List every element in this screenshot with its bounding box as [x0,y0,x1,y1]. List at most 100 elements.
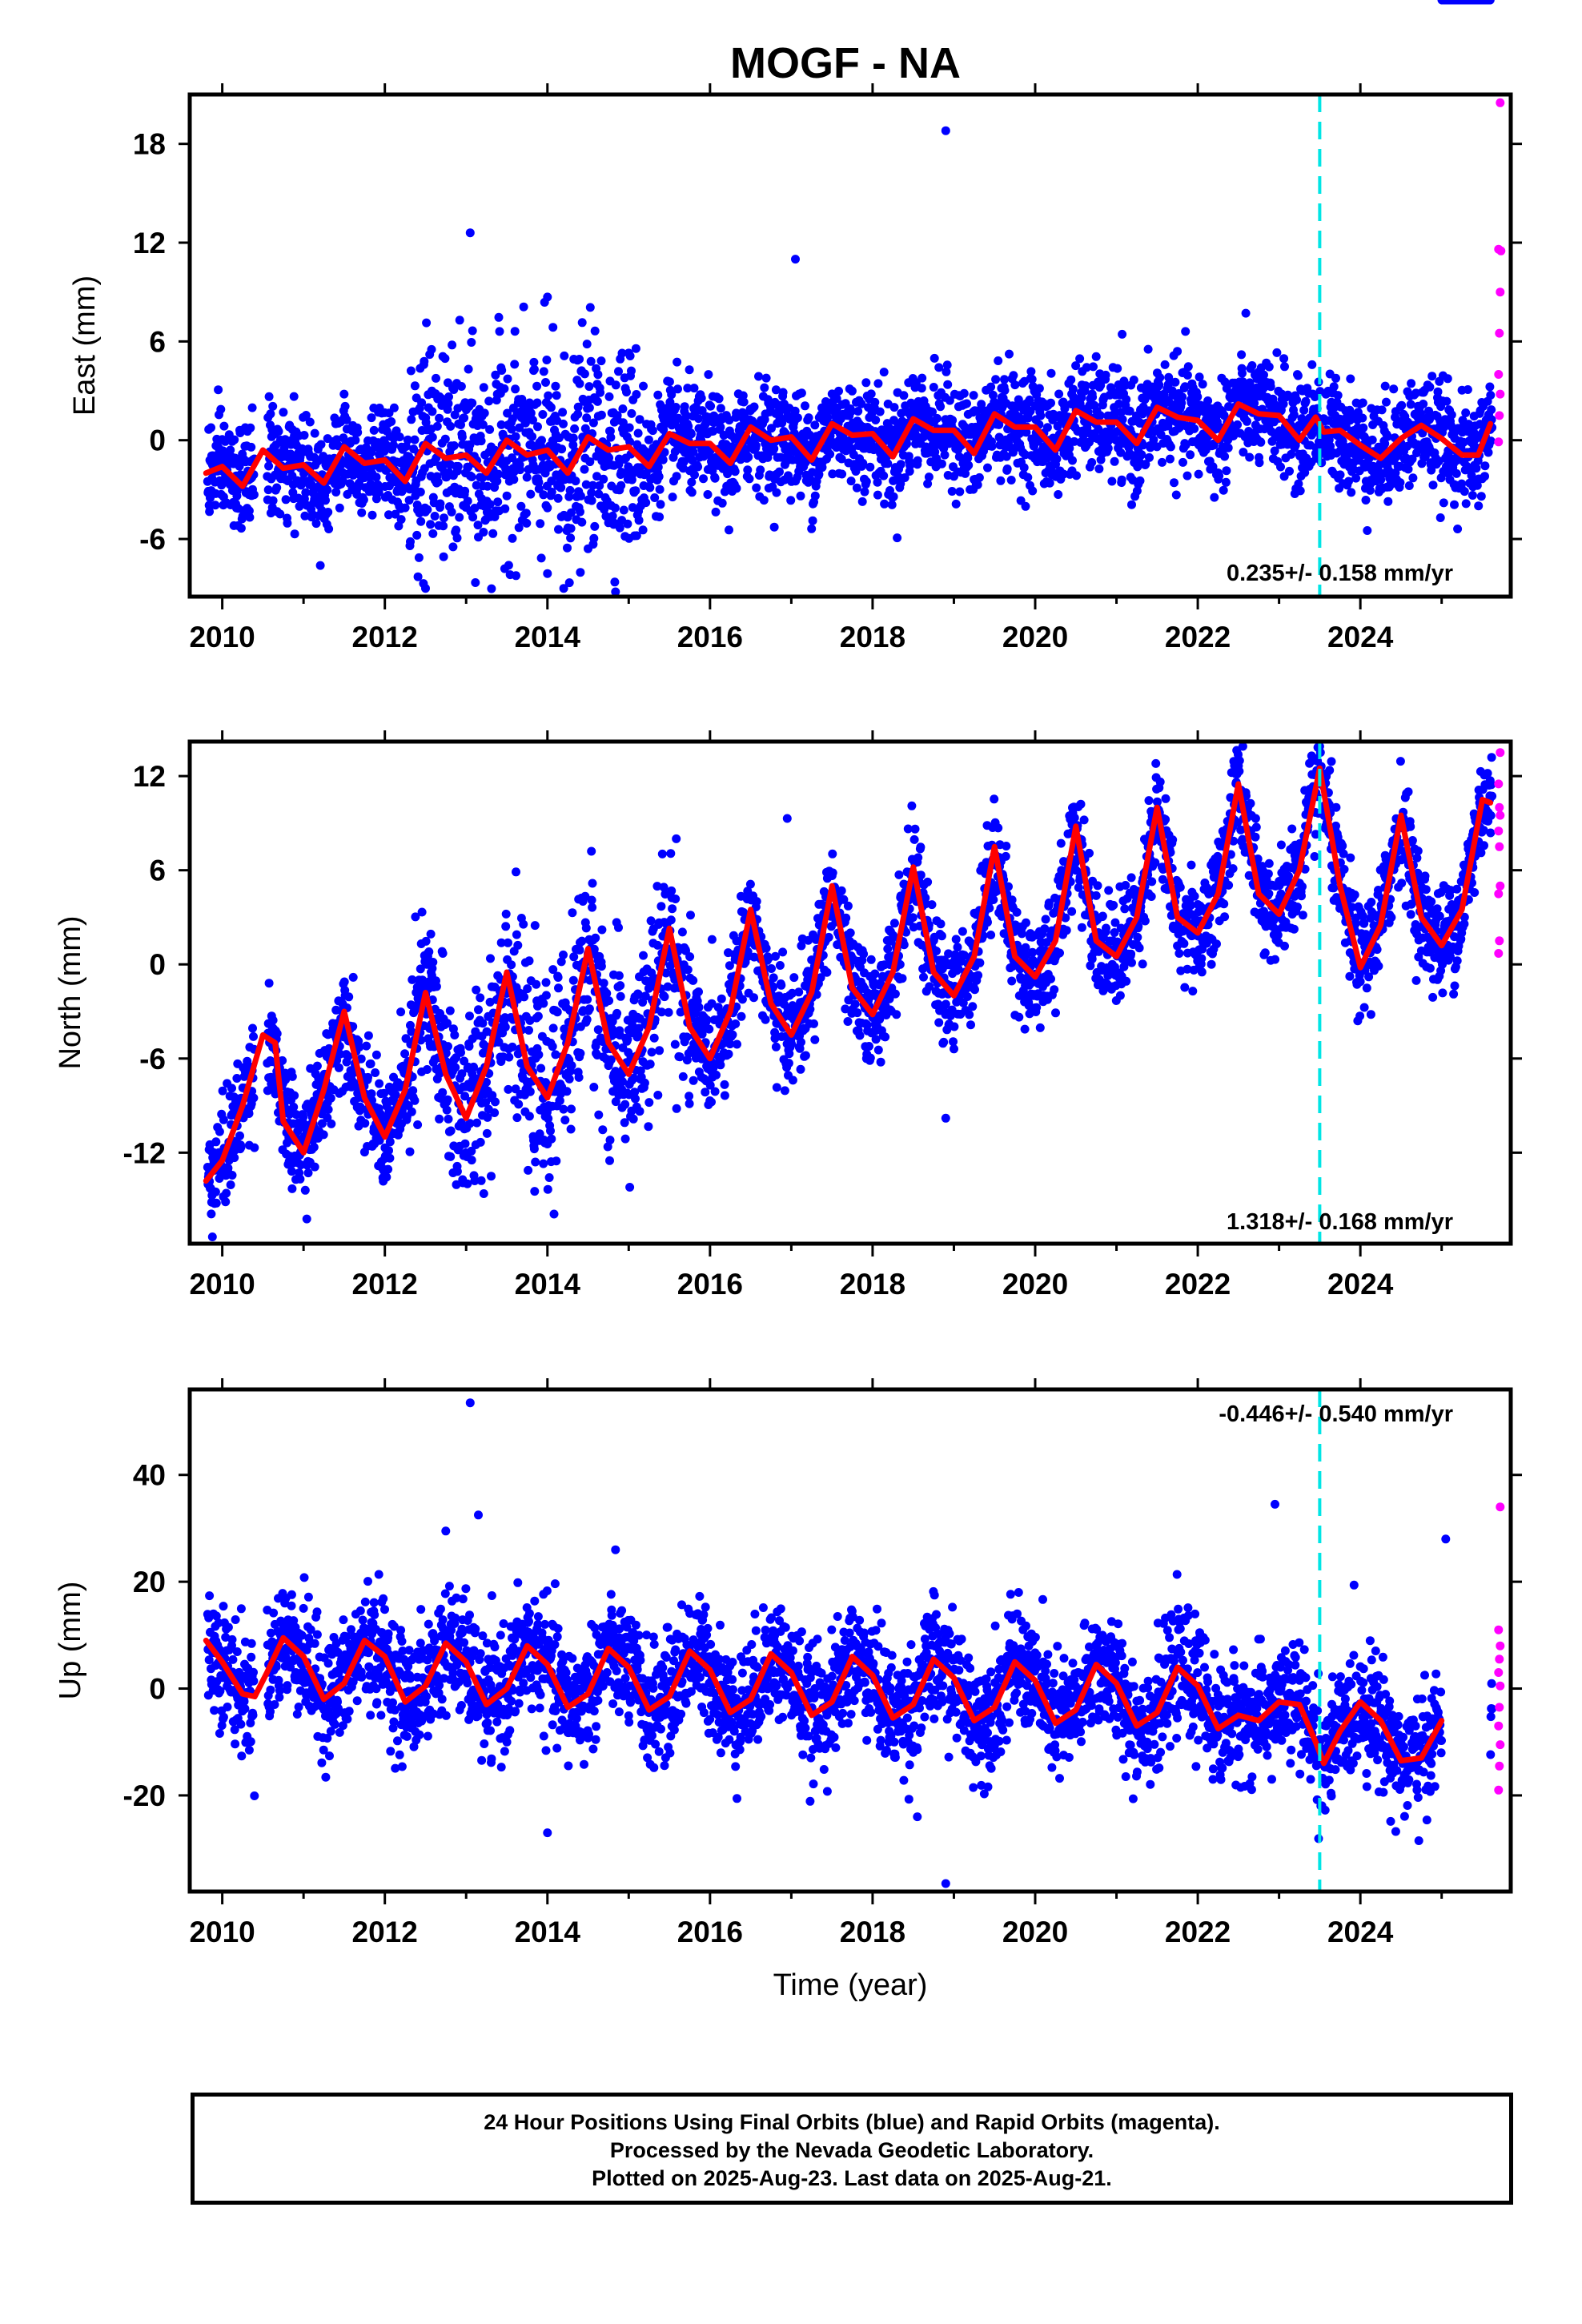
east-data-point [846,476,856,486]
north-data-point [423,1065,432,1074]
east-data-point [857,497,867,506]
east-data-point [592,472,601,481]
north-data-point [490,1108,500,1117]
east-data-point [618,404,628,413]
east-data-point [942,360,952,370]
east-data-point [389,440,398,450]
east-data-point [547,487,556,497]
east-data-point [1255,458,1264,468]
east-data-point [596,410,606,420]
east-data-point [400,503,410,513]
east-data-point [493,497,503,507]
east-data-point [556,483,566,493]
north-data-point [407,1107,416,1116]
east-data-point [587,496,596,505]
east-data-point [991,375,1001,384]
east-data-point [749,402,759,412]
east-data-point [1173,347,1182,356]
east-data-point [244,506,254,516]
east-data-point [1279,354,1289,364]
north-data-point [513,940,523,950]
east-data-point [300,511,310,521]
north-data-point [588,903,597,912]
east-data-point [1223,443,1233,452]
east-data-point [1245,452,1255,462]
east-data-point [656,500,665,509]
east-data-point [1072,471,1081,480]
east-data-point [704,370,713,380]
east-data-point [1000,386,1010,395]
east-data-point [1186,450,1195,460]
north-data-point [524,1165,533,1175]
north-data-point [689,1076,698,1085]
east-data-point [1383,497,1393,506]
east-data-point [606,432,616,442]
east-data-point [754,372,763,381]
north-data-point [326,1093,335,1103]
east-data-point [268,401,278,411]
east-data-point [1219,485,1228,495]
north-data-point [464,1042,474,1051]
east-data-point [810,491,820,501]
east-data-point [1046,368,1056,378]
east-data-point [573,409,583,419]
east-data-point [744,452,753,462]
north-data-point [300,1185,310,1195]
east-data-point [796,491,805,501]
east-data-point [699,474,708,484]
east-data-point [331,488,341,497]
east-data-point [1468,491,1477,500]
east-data-point [301,488,311,497]
north-data-point [530,921,540,931]
north-data-point [694,987,703,996]
north-data-point [529,1144,539,1154]
east-data-point [899,391,909,400]
east-data-point [553,493,563,503]
east-data-point [625,352,635,360]
east-data-point [873,490,882,500]
east-data-point [484,396,494,406]
east-data-point [503,374,512,384]
east-data-point [739,397,749,407]
east-data-point [538,410,548,419]
east-data-point [406,366,416,376]
east-y-tick-label: 18 [133,128,166,161]
east-data-point [247,403,257,412]
east-data-point [716,404,725,413]
north-data-point [672,1104,681,1113]
east-data-point [725,525,733,535]
east-data-point [268,496,278,505]
east-data-point [395,432,404,442]
east-data-point [413,572,423,581]
east-data-point [422,318,432,328]
east-data-point [532,398,542,408]
east-data-point [959,388,969,398]
north-data-point [594,1110,604,1120]
east-data-point [1301,396,1311,406]
east-data-point [446,421,456,431]
north-data-point [287,1167,296,1176]
east-data-point [644,435,653,444]
east-data-point [1068,384,1078,394]
north-data-point [645,1059,655,1069]
east-data-point [590,326,600,336]
east-data-point [732,484,741,493]
east-data-point [671,403,681,412]
east-data-point [1285,466,1294,476]
east-data-point [478,420,488,429]
east-data-point [1042,423,1052,432]
east-data-point [219,421,229,431]
east-data-point [552,391,561,400]
east-data-point [1129,376,1138,384]
east-x-tick-label: 2012 [352,621,418,653]
north-data-point [660,992,669,1002]
north-data-point [524,956,534,966]
east-data-point [1110,456,1119,466]
east-data-point [807,524,817,533]
east-data-point [468,513,478,522]
east-data-point [905,460,915,470]
east-data-point [511,384,520,394]
east-data-point [463,497,472,506]
east-data-point [1117,475,1126,485]
north-data-point [581,923,591,933]
